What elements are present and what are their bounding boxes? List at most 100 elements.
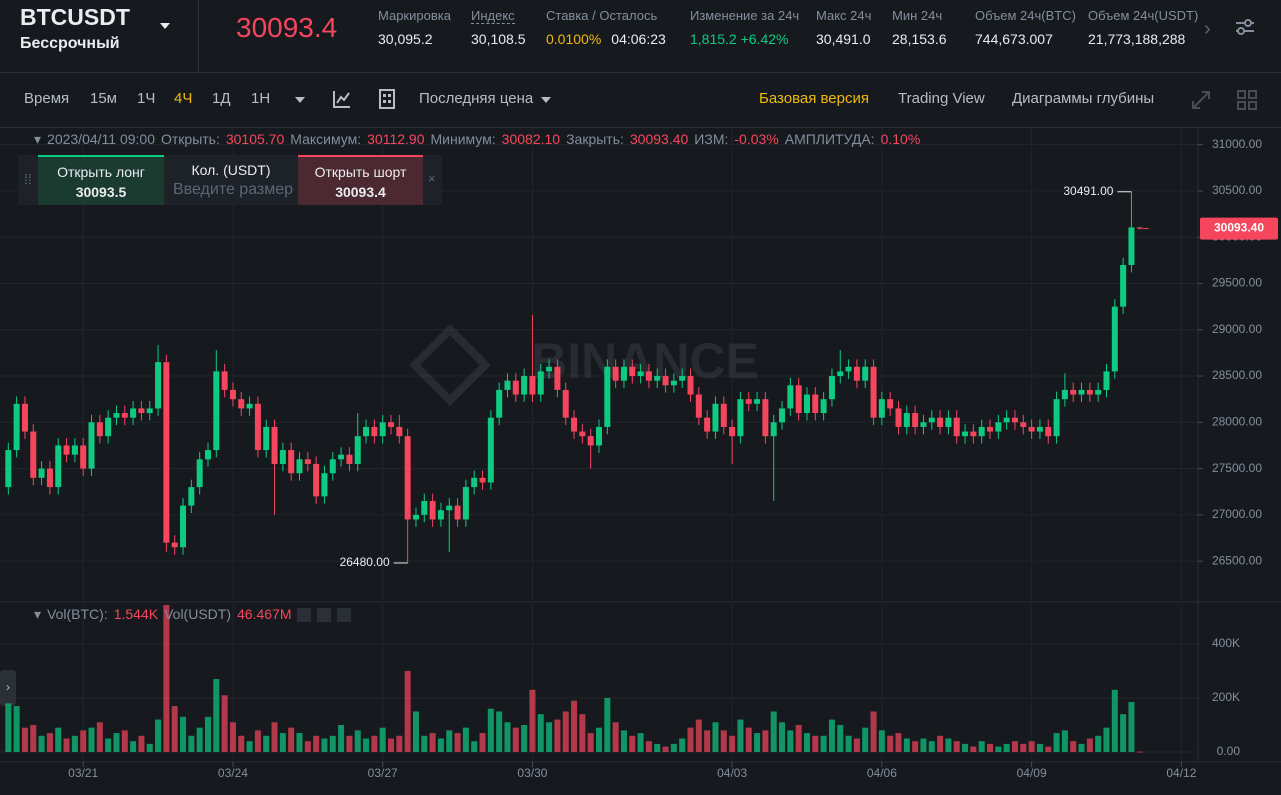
volume-bar [1011,741,1018,753]
stat-value: 744,673.007 [975,31,1053,47]
side-tab[interactable] [0,670,16,706]
drag-handle[interactable]: ⁞⁞ [24,171,32,187]
view-tab[interactable]: Диаграммы глубины [1012,90,1155,107]
volume-bar [1003,743,1010,753]
open-short-button[interactable]: Открыть шорт 30093.4 [298,155,423,205]
y-tick-label: 31000.00 [1212,137,1262,151]
volume-bar [779,722,786,753]
interval[interactable]: 1Д [212,90,231,107]
candle-body [1120,264,1127,307]
price-type-dropdown[interactable] [540,95,552,105]
volume-bar [113,733,120,753]
y-tick-label: 200K [1212,690,1240,704]
volume-bar [571,700,578,753]
volume-bar [296,733,303,753]
candle-body [296,459,303,474]
candle-body [579,431,586,437]
collapse-icon[interactable]: ▾ [34,606,42,622]
volume-bar [313,735,320,753]
candle-body [1028,426,1035,432]
interval-dropdown[interactable] [294,95,306,105]
legend-settings-icon[interactable] [317,608,332,623]
qty-placeholder: Введите размер [173,181,294,198]
volume-bar [1061,730,1068,753]
volume-bar [446,730,453,753]
y-tick-label: 26500.00 [1212,553,1262,567]
candle-body [321,473,328,497]
stat-value: 30,095.2 [378,31,433,47]
candle-body [130,408,137,418]
candle-body [254,403,261,451]
volume-bar [662,746,669,753]
volume-bar [762,730,769,753]
candle-body [146,408,153,414]
legend-close-icon[interactable] [337,608,352,623]
indicator-icon[interactable] [332,89,352,109]
volume-bar [720,730,727,753]
volume-bar [1111,689,1118,753]
scroll-right[interactable]: › [1204,18,1211,40]
interval[interactable]: 4Ч [174,90,193,107]
volume-bar [454,733,461,753]
stat-label[interactable]: Индекс [471,8,515,24]
layout-icon[interactable] [1237,90,1257,110]
volume-bar [987,743,994,753]
volume-bar [587,733,594,753]
y-tick-label: 30500.00 [1212,183,1262,197]
volume-bar [754,733,761,753]
candle-body [204,450,211,460]
candle-body [1103,371,1110,390]
candle-body [704,417,711,432]
interval[interactable]: 1Ч [137,90,156,107]
volume-bar [962,743,969,753]
volume-bar [321,738,328,753]
close-panel[interactable]: × [428,171,436,186]
stat-extra: 04:06:23 [611,31,666,47]
collapse-icon[interactable]: ▾ [34,131,42,147]
volume-legend-value: 46.467M [237,606,292,622]
view-tab[interactable]: Базовая версия [759,90,869,107]
volume-bar [371,735,378,753]
template-icon[interactable] [378,89,396,109]
candle-body [637,371,644,377]
volume-bar [803,733,810,753]
stat-label: Ставка / Осталось [546,8,658,23]
volume-bar [338,724,345,753]
candle-body [313,463,320,497]
candle-body [537,371,544,395]
candle-body [454,505,461,520]
candle-body [662,376,669,386]
candle-body [1128,227,1135,265]
candle-body [46,468,53,488]
volume-bar [853,738,860,753]
volume-bar [196,727,203,753]
view-tab[interactable]: Trading View [898,90,985,107]
symbol-dropdown[interactable] [158,20,172,32]
open-short-label: Открыть шорт [314,164,407,180]
volume-bar [579,714,586,753]
volume-bar [279,733,286,753]
qty-field[interactable]: Кол. (USDT) Введите размер [165,155,297,205]
interval[interactable]: 1Н [251,90,271,107]
volume-bar [546,722,553,753]
candle-body [812,394,819,414]
volume-bar [1028,741,1035,753]
interval[interactable]: 15м [90,90,117,107]
open-long-button[interactable]: Открыть лонг 30093.5 [38,155,164,205]
volume-bar [46,733,53,753]
volume-bar [695,719,702,753]
volume-bar [745,727,752,753]
price-type[interactable]: Последняя цена [419,90,534,107]
candle-body [546,366,553,372]
candle-body [512,380,519,395]
symbol[interactable]: BTCUSDT [20,4,130,30]
volume-bar [421,735,428,753]
fullscreen-icon[interactable] [1190,89,1212,111]
legend-eye-icon[interactable] [297,608,312,623]
volume-bar [737,719,744,753]
volume-bar [1086,738,1093,753]
settings-icon[interactable] [1234,17,1256,37]
candle-body [853,366,860,381]
open-long-label: Открыть лонг [57,164,145,180]
toolbar: Последняя цена Время 15м 1Ч 4Ч 1Д 1Н Базовая в… [0,73,1281,128]
